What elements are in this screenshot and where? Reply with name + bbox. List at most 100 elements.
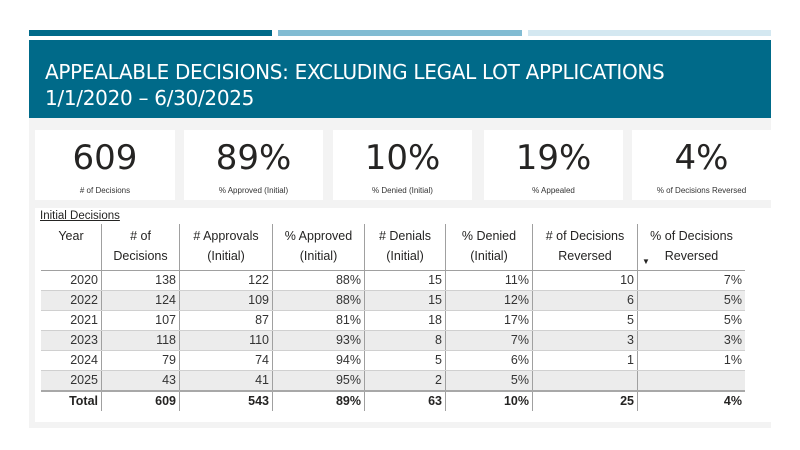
- table-cell: 2: [364, 370, 446, 392]
- table-cell: 74: [179, 350, 273, 371]
- table-row[interactable]: 2023 118 110 93% 8 7% 3 3%: [41, 330, 745, 351]
- table-row[interactable]: 2022 124 109 88% 15 12% 6 5%: [41, 290, 745, 311]
- table-cell: 2025: [41, 370, 102, 392]
- header-label: (Initial): [299, 249, 338, 263]
- table-cell: 124: [101, 290, 180, 311]
- column-header-pct-denied[interactable]: % Denied (Initial): [445, 224, 533, 271]
- kpi-card-approved[interactable]: 89% % Approved (Initial): [184, 130, 323, 200]
- table-cell: 81%: [272, 310, 365, 331]
- accent-bar-medium: [278, 30, 522, 36]
- total-cell: 543: [179, 390, 273, 411]
- table-title: Initial Decisions: [40, 210, 120, 222]
- table-cell: 87: [179, 310, 273, 331]
- header-label: (Initial): [386, 249, 424, 263]
- header-label: # Denials: [378, 229, 432, 243]
- header-label: Reversed: [664, 249, 719, 263]
- table-cell: 7%: [445, 330, 533, 351]
- table-cell: 3: [532, 330, 638, 351]
- table-cell: 88%: [272, 270, 365, 291]
- table-cell: 93%: [272, 330, 365, 351]
- kpi-value: 19%: [515, 138, 592, 178]
- table-cell: 8: [364, 330, 446, 351]
- table-cell: [637, 370, 745, 392]
- table-row[interactable]: 2025 43 41 95% 2 5%: [41, 370, 745, 392]
- total-cell: 4%: [637, 390, 745, 411]
- slide-date-range: 1/1/2020 – 6/30/2025: [45, 86, 255, 110]
- table-cell: 94%: [272, 350, 365, 371]
- total-cell: 25: [532, 390, 638, 411]
- kpi-card-decisions[interactable]: 609 # of Decisions: [35, 130, 175, 200]
- initial-decisions-table-visual[interactable]: Initial Decisions Year # of Decisions # A…: [35, 208, 771, 422]
- table-row[interactable]: 2021 107 87 81% 18 17% 5 5%: [41, 310, 745, 331]
- table-cell: 17%: [445, 310, 533, 331]
- table-cell: 18: [364, 310, 446, 331]
- header-label: Reversed: [558, 249, 612, 263]
- column-header-year[interactable]: Year: [41, 224, 102, 271]
- table-cell: 41: [179, 370, 273, 392]
- table-cell: 109: [179, 290, 273, 311]
- table-cell: 5: [532, 310, 638, 331]
- table-cell: 2021: [41, 310, 102, 331]
- table-cell: 88%: [272, 290, 365, 311]
- kpi-card-appealed[interactable]: 19% % Appealed: [484, 130, 623, 200]
- table-cell: 5%: [637, 290, 745, 311]
- kpi-value: 4%: [674, 138, 729, 178]
- slide-title: APPEALABLE DECISIONS: EXCLUDING LEGAL LO…: [45, 60, 665, 84]
- header-label: # of Decisions: [545, 229, 625, 243]
- accent-bar-light: [528, 30, 771, 36]
- table-cell: 5%: [445, 370, 533, 392]
- table-cell: 95%: [272, 370, 365, 392]
- table-cell: 110: [179, 330, 273, 351]
- table-row[interactable]: 2020 138 122 88% 15 11% 10 7%: [41, 270, 745, 291]
- column-header-denials[interactable]: # Denials (Initial): [364, 224, 446, 271]
- table-cell: 118: [101, 330, 180, 351]
- column-header-reversed[interactable]: # of Decisions Reversed: [532, 224, 638, 271]
- table-cell: 11%: [445, 270, 533, 291]
- table-cell: 12%: [445, 290, 533, 311]
- kpi-value: 89%: [215, 138, 292, 178]
- slide-title-band: APPEALABLE DECISIONS: EXCLUDING LEGAL LO…: [29, 40, 771, 118]
- kpi-value: 10%: [364, 138, 441, 178]
- table-cell: 1: [532, 350, 638, 371]
- header-label: % of Decisions: [650, 229, 733, 243]
- column-header-decisions[interactable]: # of Decisions: [101, 224, 180, 271]
- report-canvas: 609 # of Decisions 89% % Approved (Initi…: [29, 118, 771, 428]
- table-header-row: Year # of Decisions # Approvals (Initial) …: [41, 224, 745, 271]
- total-cell: 609: [101, 390, 180, 411]
- table-cell: 6%: [445, 350, 533, 371]
- column-header-pct-reversed[interactable]: % of Decisions Reversed ▼: [637, 224, 745, 271]
- table-cell: 7%: [637, 270, 745, 291]
- kpi-label: # of Decisions: [79, 186, 131, 195]
- table-total-row: Total 609 543 89% 63 10% 25 4%: [41, 390, 745, 411]
- total-cell: 10%: [445, 390, 533, 411]
- header-label: Decisions: [113, 249, 168, 263]
- header-label: % Approved: [284, 229, 353, 243]
- table-cell: [532, 370, 638, 392]
- header-label: % Denied: [461, 229, 517, 243]
- table-cell: 5%: [637, 310, 745, 331]
- table-cell: 2020: [41, 270, 102, 291]
- sort-descending-icon[interactable]: ▼: [642, 257, 650, 266]
- kpi-card-reversed[interactable]: 4% % of Decisions Reversed: [632, 130, 771, 200]
- table-cell: 1%: [637, 350, 745, 371]
- initial-decisions-table: Year # of Decisions # Approvals (Initial) …: [41, 224, 745, 411]
- table-cell: 15: [364, 270, 446, 291]
- kpi-card-denied[interactable]: 10% % Denied (Initial): [333, 130, 472, 200]
- header-label: (Initial): [470, 249, 508, 263]
- column-header-pct-approved[interactable]: % Approved (Initial): [272, 224, 365, 271]
- header-label: Year: [58, 229, 84, 243]
- total-cell: Total: [41, 390, 102, 411]
- table-cell: 107: [101, 310, 180, 331]
- table-cell: 138: [101, 270, 180, 291]
- accent-bar-dark: [29, 30, 272, 36]
- header-label: # of: [130, 229, 151, 243]
- header-label: # Approvals: [193, 229, 259, 243]
- table-row[interactable]: 2024 79 74 94% 5 6% 1 1%: [41, 350, 745, 371]
- table-cell: 122: [179, 270, 273, 291]
- table-cell: 3%: [637, 330, 745, 351]
- kpi-value: 609: [72, 138, 138, 178]
- column-header-approvals[interactable]: # Approvals (Initial): [179, 224, 273, 271]
- kpi-label: % Approved (Initial): [218, 186, 289, 195]
- kpi-label: % of Decisions Reversed: [656, 186, 747, 195]
- table-cell: 10: [532, 270, 638, 291]
